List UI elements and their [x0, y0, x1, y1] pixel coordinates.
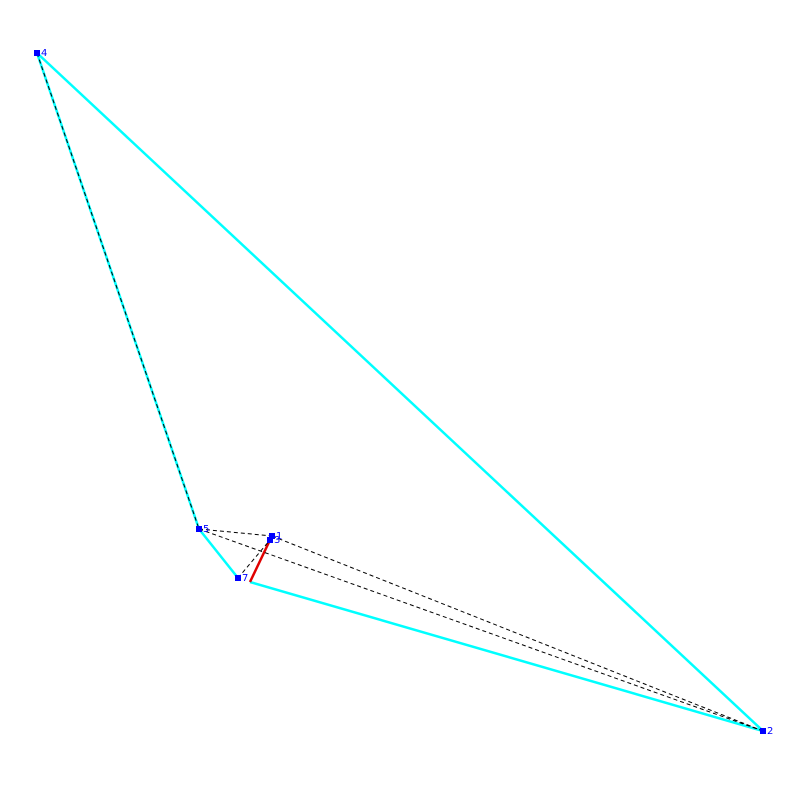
edge: [249, 580, 764, 733]
dashed-edge: [237, 539, 271, 579]
edge: [198, 528, 239, 579]
node-label: 7: [242, 573, 248, 584]
dashed-edge: [271, 535, 764, 732]
node: [267, 537, 273, 543]
node-label: 4: [41, 48, 47, 59]
edge: [36, 52, 764, 732]
node: [196, 526, 202, 532]
node-label: 2: [767, 726, 773, 737]
node-label: 1: [276, 531, 282, 542]
nodes: 4 5 1 3 7 2: [34, 48, 773, 737]
node: [269, 533, 275, 539]
node: [34, 50, 40, 56]
edge: [248, 539, 272, 583]
node-label: 3: [274, 535, 280, 546]
dashed-edge: [198, 528, 764, 732]
dashed-edge: [198, 528, 273, 537]
dashed-edges: [36, 52, 764, 732]
node-label: 5: [203, 524, 209, 535]
node: [235, 575, 241, 581]
edge: [35, 52, 201, 530]
edges: [35, 52, 764, 733]
node: [760, 728, 766, 734]
